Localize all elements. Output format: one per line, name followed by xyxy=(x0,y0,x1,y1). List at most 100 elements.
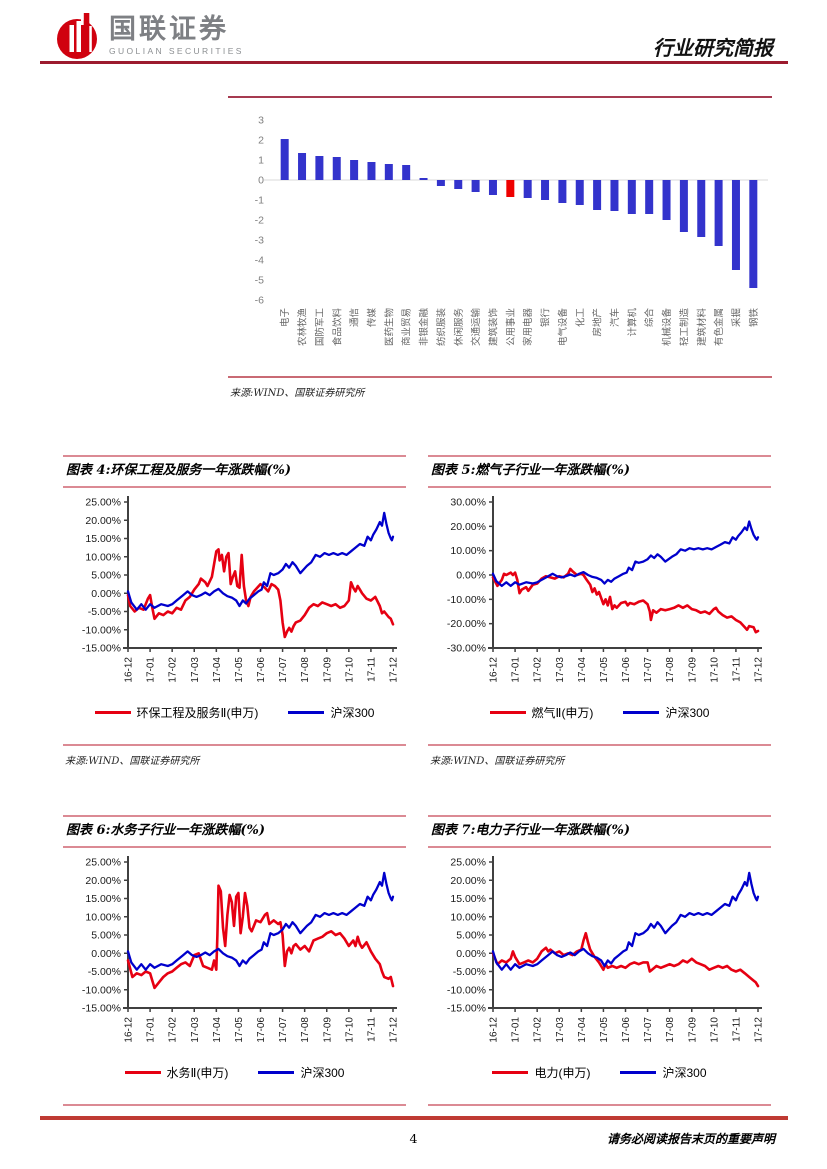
svg-text:食品饮料: 食品饮料 xyxy=(331,308,343,347)
svg-text:-15.00%: -15.00% xyxy=(82,643,121,655)
svg-text:16-12: 16-12 xyxy=(124,1017,135,1043)
svg-text:0: 0 xyxy=(258,175,264,187)
svg-text:25.00%: 25.00% xyxy=(450,857,486,869)
source-note: 来源:WIND、国联证券研究所 xyxy=(430,756,565,767)
red-line-swatch xyxy=(94,710,131,714)
report-type-label: 行业研究简报 xyxy=(653,36,773,60)
legend-item: 燃气Ⅱ(申万) xyxy=(489,704,594,721)
svg-text:17-10: 17-10 xyxy=(344,657,355,683)
figure-7: 图表 7:电力子行业一年涨跌幅(%) 25.00% 20.00% 15.00% 10.… xyxy=(428,815,771,1106)
svg-text:10.00%: 10.00% xyxy=(450,911,486,923)
svg-text:17-04: 17-04 xyxy=(577,1017,588,1043)
svg-text:轻工制造: 轻工制造 xyxy=(678,308,690,347)
svg-text:有色金属: 有色金属 xyxy=(713,308,725,346)
legend-item: 水务Ⅱ(申万) xyxy=(124,1064,228,1081)
footer-disclaimer: 请务必阅读报告末页的重要声明 xyxy=(606,1132,775,1146)
svg-text:17-07: 17-07 xyxy=(278,657,289,683)
svg-text:0.00%: 0.00% xyxy=(456,570,486,582)
svg-text:0.00%: 0.00% xyxy=(91,948,121,960)
svg-text:17-04: 17-04 xyxy=(212,657,223,683)
figure-5-line-chart: 30.00% 20.00% 10.00% 0.00% -10.00% -20.00% -30… xyxy=(447,496,765,683)
svg-text:-3: -3 xyxy=(255,235,264,247)
svg-text:-10.00%: -10.00% xyxy=(82,624,121,636)
svg-text:公用事业: 公用事业 xyxy=(505,308,517,346)
svg-text:5.00%: 5.00% xyxy=(91,930,121,942)
svg-text:17-08: 17-08 xyxy=(300,657,311,683)
svg-text:17-05: 17-05 xyxy=(234,657,245,683)
svg-text:17-07: 17-07 xyxy=(643,1017,654,1043)
svg-text:17-12: 17-12 xyxy=(754,657,765,683)
svg-text:建筑装饰: 建筑装饰 xyxy=(487,308,499,346)
brand-name-en: GUOLIAN SECURITIES xyxy=(109,46,244,56)
svg-text:商业贸易: 商业贸易 xyxy=(401,308,413,346)
svg-text:2: 2 xyxy=(258,135,264,147)
figure-bottom-rule xyxy=(428,744,771,746)
svg-text:-20.00%: -20.00% xyxy=(447,618,486,630)
svg-text:17-03: 17-03 xyxy=(555,657,566,683)
svg-text:17-06: 17-06 xyxy=(621,657,632,683)
svg-text:17-02: 17-02 xyxy=(533,657,544,683)
page-number: 4 xyxy=(409,1131,418,1146)
svg-text:-15.00%: -15.00% xyxy=(447,1003,486,1015)
figure-title: 图表 4:环保工程及服务一年涨跌幅(%) xyxy=(63,455,406,488)
svg-text:纺织服装: 纺织服装 xyxy=(435,308,447,347)
svg-text:-10.00%: -10.00% xyxy=(447,594,486,606)
footer-divider xyxy=(40,1116,788,1120)
guolian-logo: 国联证券 GUOLIAN SECURITIES xyxy=(56,12,244,60)
svg-text:17-11: 17-11 xyxy=(731,657,742,682)
svg-text:17-06: 17-06 xyxy=(621,1017,632,1043)
svg-text:-2: -2 xyxy=(255,215,264,227)
figure-6: 图表 6:水务子行业一年涨跌幅(%) 25.00% 20.00% 15.00% 10.… xyxy=(63,815,406,1106)
svg-text:医药生物: 医药生物 xyxy=(383,308,395,347)
figure-4-line-chart: 25.00% 20.00% 15.00% 10.00% 5.00% 0.00% -5.00%… xyxy=(82,496,400,683)
svg-text:-15.00%: -15.00% xyxy=(82,1003,121,1015)
svg-text:17-02: 17-02 xyxy=(533,1017,544,1043)
svg-text:家用电器: 家用电器 xyxy=(522,308,534,347)
blue-line-swatch xyxy=(620,1070,657,1074)
figure-6-line-chart: 25.00% 20.00% 15.00% 10.00% 5.00% 0.00% -5.00%… xyxy=(82,856,400,1043)
chart-legend: 环保工程及服务Ⅱ(申万) 沪深300 xyxy=(63,704,406,720)
svg-text:25.00%: 25.00% xyxy=(85,497,121,509)
svg-text:传媒: 传媒 xyxy=(366,308,378,328)
svg-text:银行: 银行 xyxy=(540,308,552,328)
svg-text:10.00%: 10.00% xyxy=(85,911,121,923)
svg-text:钢铁: 钢铁 xyxy=(748,308,760,328)
svg-text:17-03: 17-03 xyxy=(190,657,201,683)
legend-item: 沪深300 xyxy=(620,1064,707,1081)
svg-text:17-09: 17-09 xyxy=(322,657,333,683)
svg-text:17-05: 17-05 xyxy=(599,1017,610,1043)
svg-text:17-01: 17-01 xyxy=(511,1017,522,1043)
legend-label: 沪深300 xyxy=(300,1065,345,1080)
svg-text:17-07: 17-07 xyxy=(278,1017,289,1043)
svg-text:17-12: 17-12 xyxy=(754,1017,765,1043)
svg-text:17-07: 17-07 xyxy=(643,657,654,683)
svg-text:17-09: 17-09 xyxy=(687,657,698,683)
svg-text:-1: -1 xyxy=(255,195,264,207)
svg-text:-5: -5 xyxy=(255,275,264,287)
svg-text:16-12: 16-12 xyxy=(489,1017,500,1043)
svg-text:化工: 化工 xyxy=(574,308,586,328)
svg-text:17-01: 17-01 xyxy=(146,1017,157,1043)
svg-text:房地产: 房地产 xyxy=(592,308,604,337)
svg-text:建筑材料: 建筑材料 xyxy=(696,308,708,347)
figure-bottom-rule xyxy=(63,1104,406,1106)
svg-text:10.00%: 10.00% xyxy=(450,545,486,557)
legend-label: 燃气Ⅱ(申万) xyxy=(531,705,594,720)
svg-text:-10.00%: -10.00% xyxy=(447,984,486,996)
svg-text:-5.00%: -5.00% xyxy=(453,966,486,978)
svg-text:交通运输: 交通运输 xyxy=(470,308,482,347)
svg-text:-6: -6 xyxy=(255,295,264,307)
logo-text: 国联证券 GUOLIAN SECURITIES xyxy=(109,16,244,56)
svg-text:25.00%: 25.00% xyxy=(85,857,121,869)
svg-text:17-11: 17-11 xyxy=(366,657,377,682)
blue-line-swatch xyxy=(288,710,325,714)
svg-text:17-12: 17-12 xyxy=(389,1017,400,1043)
svg-text:非银金融: 非银金融 xyxy=(418,308,430,347)
blue-line-swatch xyxy=(258,1070,295,1074)
figure-4: 图表 4:环保工程及服务一年涨跌幅(%) 25.00% 20.00% 15.00% 1… xyxy=(63,455,406,767)
svg-text:15.00%: 15.00% xyxy=(85,533,121,545)
svg-text:17-05: 17-05 xyxy=(234,1017,245,1043)
legend-item: 沪深300 xyxy=(258,1064,344,1081)
svg-text:17-12: 17-12 xyxy=(389,657,400,683)
